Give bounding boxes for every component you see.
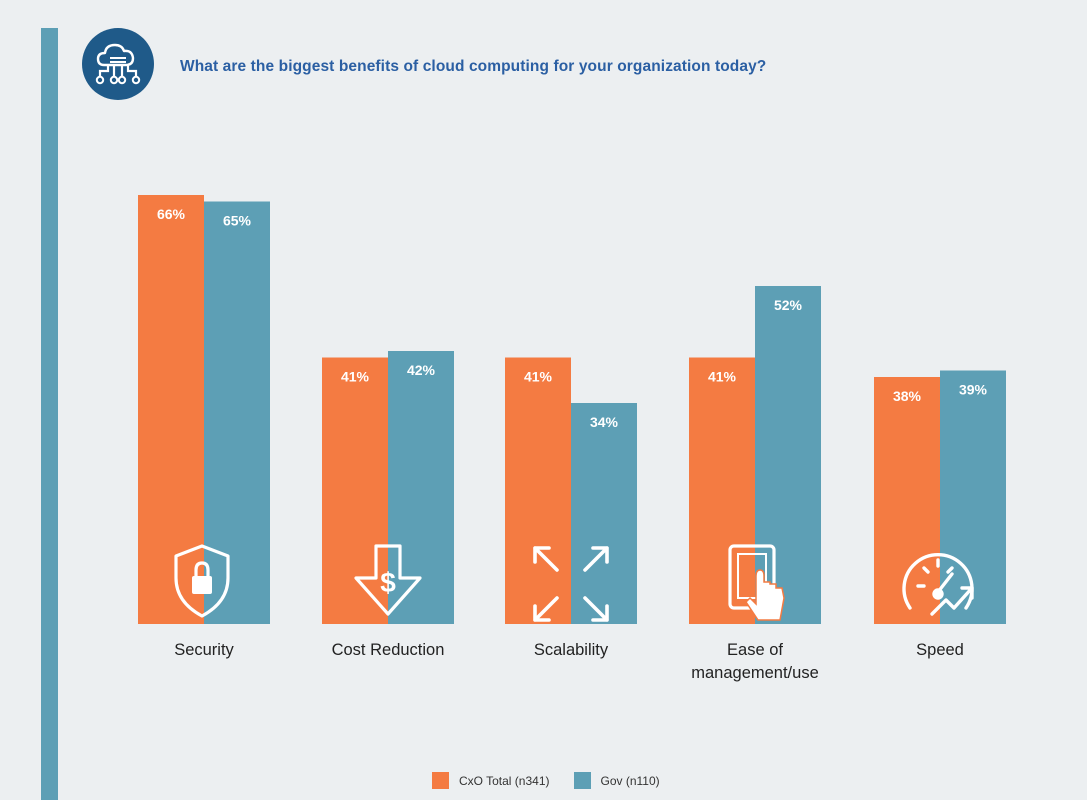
data-label-cxo-0: 66%	[157, 206, 186, 222]
bar-cxo-0	[138, 195, 204, 624]
data-label-cxo-1: 41%	[341, 369, 370, 385]
legend-label-gov: Gov (n110)	[600, 773, 660, 788]
legend-swatch-cxo	[432, 772, 449, 789]
bar-gov-0	[204, 201, 270, 624]
data-label-gov-1: 42%	[407, 362, 436, 378]
cloud-network-icon	[82, 28, 154, 100]
svg-text:$: $	[380, 567, 396, 598]
legend-item-gov: Gov (n110)	[573, 772, 660, 789]
bar-gov-1	[388, 351, 454, 624]
accent-bar	[41, 28, 58, 800]
category-label-1: Cost Reduction	[332, 641, 445, 659]
category-label-0: Security	[174, 641, 234, 659]
data-label-gov-0: 65%	[223, 213, 252, 229]
data-label-cxo-2: 41%	[524, 369, 553, 385]
bar-chart: 66% 65% Security 41% 42% Cost Reduction 41% 34%…	[138, 195, 1006, 682]
bar-cxo-2	[505, 357, 571, 624]
category-label-4: Speed	[916, 641, 964, 659]
bar-cxo-4	[874, 377, 940, 624]
data-label-gov-3: 52%	[774, 297, 803, 313]
security-shield-lock-icon	[174, 544, 230, 618]
data-label-cxo-4: 38%	[893, 388, 922, 404]
chart-title: What are the biggest benefits of cloud c…	[180, 58, 767, 75]
scalability-expand-arrows-icon	[533, 546, 609, 622]
bar-cxo-1	[322, 357, 388, 624]
bar-gov-2	[571, 403, 637, 624]
speed-gauge-icon	[902, 553, 974, 616]
bar-gov-3	[755, 286, 821, 624]
legend-item-cxo: CxO Total (n341)	[432, 772, 550, 789]
category-label-3-line0: Ease of	[727, 641, 783, 659]
legend-swatch-gov	[573, 772, 591, 789]
legend-label-cxo: CxO Total (n341)	[459, 773, 550, 788]
data-label-gov-4: 39%	[959, 382, 988, 398]
category-label-3-line1: management/use	[691, 664, 819, 682]
data-label-cxo-3: 41%	[708, 369, 737, 385]
data-label-gov-2: 34%	[590, 414, 619, 430]
cost-reduction-arrow-dollar-icon: $	[354, 544, 422, 616]
legend: CxO Total (n341) Gov (n110)	[432, 772, 660, 789]
category-label-2: Scalability	[534, 641, 609, 659]
ease-tablet-touch-icon	[728, 544, 785, 621]
bar-cxo-3	[689, 357, 755, 624]
